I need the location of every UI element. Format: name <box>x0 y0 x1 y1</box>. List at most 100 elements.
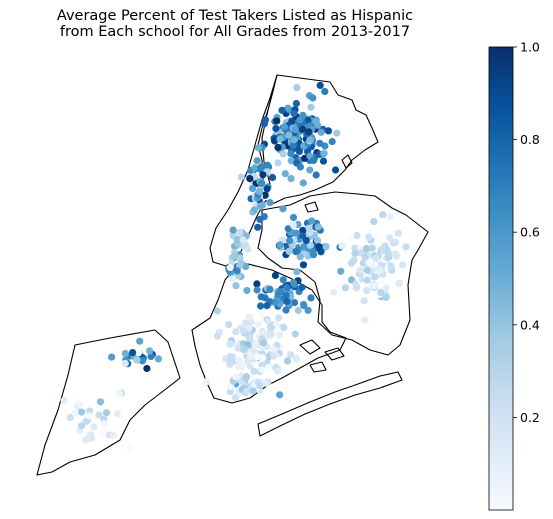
school-point <box>293 84 301 92</box>
school-point <box>121 349 129 357</box>
school-point <box>296 163 304 171</box>
school-point <box>213 307 221 315</box>
school-point <box>244 245 252 253</box>
school-point <box>254 320 262 328</box>
school-point <box>386 212 394 220</box>
school-point <box>315 243 323 251</box>
school-point <box>256 382 264 390</box>
school-point <box>305 224 313 232</box>
school-point <box>308 217 316 225</box>
school-point <box>264 317 272 325</box>
colorbar-tick-label: 0.6 <box>520 225 540 240</box>
school-point <box>77 408 86 416</box>
school-point <box>279 150 287 158</box>
school-point <box>259 171 267 179</box>
school-point <box>284 225 292 233</box>
school-point <box>286 237 294 245</box>
school-point <box>264 363 272 372</box>
school-point <box>279 276 287 284</box>
school-point <box>233 236 241 244</box>
school-point <box>306 136 314 144</box>
school-point <box>232 282 240 290</box>
school-point <box>138 356 146 365</box>
school-point <box>298 283 306 291</box>
school-point <box>330 288 338 296</box>
school-point <box>274 314 283 322</box>
school-point <box>356 266 364 274</box>
school-point <box>108 353 116 361</box>
school-point <box>378 279 387 287</box>
school-point <box>263 185 271 193</box>
school-point <box>377 288 385 296</box>
school-point <box>252 340 260 348</box>
school-point <box>294 306 302 314</box>
school-point <box>382 293 390 302</box>
chart-title-line-1: Average Percent of Test Takers Listed as… <box>56 8 414 24</box>
school-point <box>279 205 287 213</box>
school-point <box>242 319 250 327</box>
school-point <box>283 284 291 292</box>
school-point <box>237 173 245 181</box>
school-point <box>271 137 279 145</box>
school-point <box>307 103 315 111</box>
school-point <box>242 374 250 382</box>
school-point <box>242 387 251 395</box>
school-point <box>280 123 288 131</box>
school-point <box>293 268 301 276</box>
school-point <box>314 237 322 245</box>
colorbar-tick-label: 1.0 <box>520 40 540 55</box>
school-point <box>232 328 240 336</box>
school-point <box>235 357 243 365</box>
school-point <box>299 261 308 269</box>
school-point <box>256 215 264 223</box>
school-point <box>368 244 376 252</box>
bronx-outline <box>257 74 379 206</box>
school-point <box>385 250 393 258</box>
school-point <box>399 261 407 269</box>
school-point <box>134 349 143 357</box>
school-point <box>226 388 234 396</box>
school-point <box>291 126 299 134</box>
marsh-island-1 <box>299 339 321 355</box>
rockaway-outline <box>257 371 403 437</box>
school-point <box>362 244 370 253</box>
school-point <box>154 355 162 363</box>
school-point <box>351 249 359 257</box>
school-point <box>283 357 292 365</box>
school-point <box>272 124 280 133</box>
school-point <box>363 287 371 295</box>
school-point <box>276 288 285 296</box>
school-point <box>229 275 237 283</box>
school-point <box>266 331 274 339</box>
school-point <box>341 284 349 292</box>
school-point <box>125 444 133 452</box>
school-point <box>321 87 329 96</box>
school-point <box>274 367 282 375</box>
colorbar-ticks: 0.2 0.4 0.6 0.8 1.0 <box>513 40 540 425</box>
colorbar-tick-label: 0.4 <box>520 317 540 332</box>
school-point <box>322 243 330 251</box>
school-point <box>372 232 380 240</box>
school-point <box>376 266 384 274</box>
school-point <box>253 286 261 294</box>
school-point <box>365 233 373 241</box>
marsh-island-2 <box>324 347 345 361</box>
school-point <box>372 254 380 262</box>
school-point <box>129 349 137 357</box>
school-point <box>360 297 368 305</box>
school-point <box>260 120 268 128</box>
school-point <box>361 253 369 261</box>
school-point <box>282 291 290 299</box>
school-point <box>306 241 314 249</box>
school-point <box>300 301 308 310</box>
school-point <box>253 353 261 361</box>
school-point <box>394 229 402 237</box>
marsh-island-3 <box>309 361 327 373</box>
school-point <box>285 131 293 139</box>
school-point <box>357 248 365 257</box>
school-point <box>333 129 341 137</box>
school-point <box>299 125 307 133</box>
school-point <box>227 382 235 391</box>
school-point <box>213 332 221 340</box>
